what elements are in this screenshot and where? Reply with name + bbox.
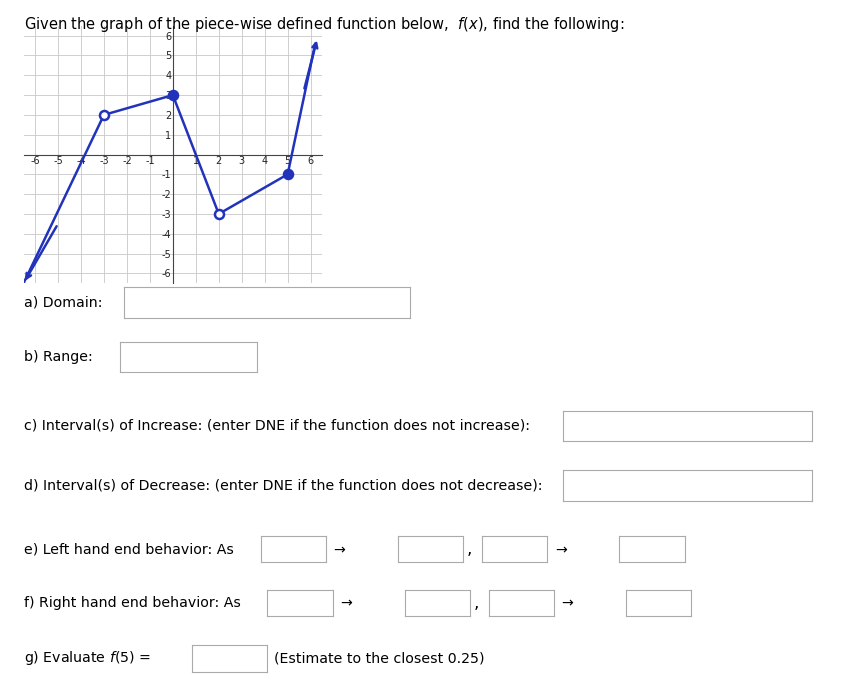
Text: (Estimate to the closest 0.25): (Estimate to the closest 0.25): [274, 651, 484, 665]
Text: a) Domain:: a) Domain:: [24, 296, 102, 310]
Text: ,: ,: [473, 594, 479, 612]
Text: $\rightarrow$: $\rightarrow$: [559, 596, 575, 610]
Text: $\rightarrow$: $\rightarrow$: [338, 596, 354, 610]
Text: d) Interval(s) of Decrease: (enter DNE if the function does not decrease):: d) Interval(s) of Decrease: (enter DNE i…: [24, 479, 542, 493]
Text: g) Evaluate $f(5)$ =: g) Evaluate $f(5)$ =: [24, 649, 151, 667]
Text: c) Interval(s) of Increase: (enter DNE if the function does not increase):: c) Interval(s) of Increase: (enter DNE i…: [24, 419, 530, 433]
Text: f) Right hand end behavior: As: f) Right hand end behavior: As: [24, 596, 241, 610]
Text: ,: ,: [467, 540, 472, 558]
Text: e) Left hand end behavior: As: e) Left hand end behavior: As: [24, 542, 234, 556]
Text: $\rightarrow$: $\rightarrow$: [331, 542, 347, 556]
Text: Given the graph of the piece-wise defined function below,  $f(x)$, find the foll: Given the graph of the piece-wise define…: [24, 15, 624, 34]
Text: b) Range:: b) Range:: [24, 350, 93, 364]
Text: $\rightarrow$: $\rightarrow$: [553, 542, 569, 556]
